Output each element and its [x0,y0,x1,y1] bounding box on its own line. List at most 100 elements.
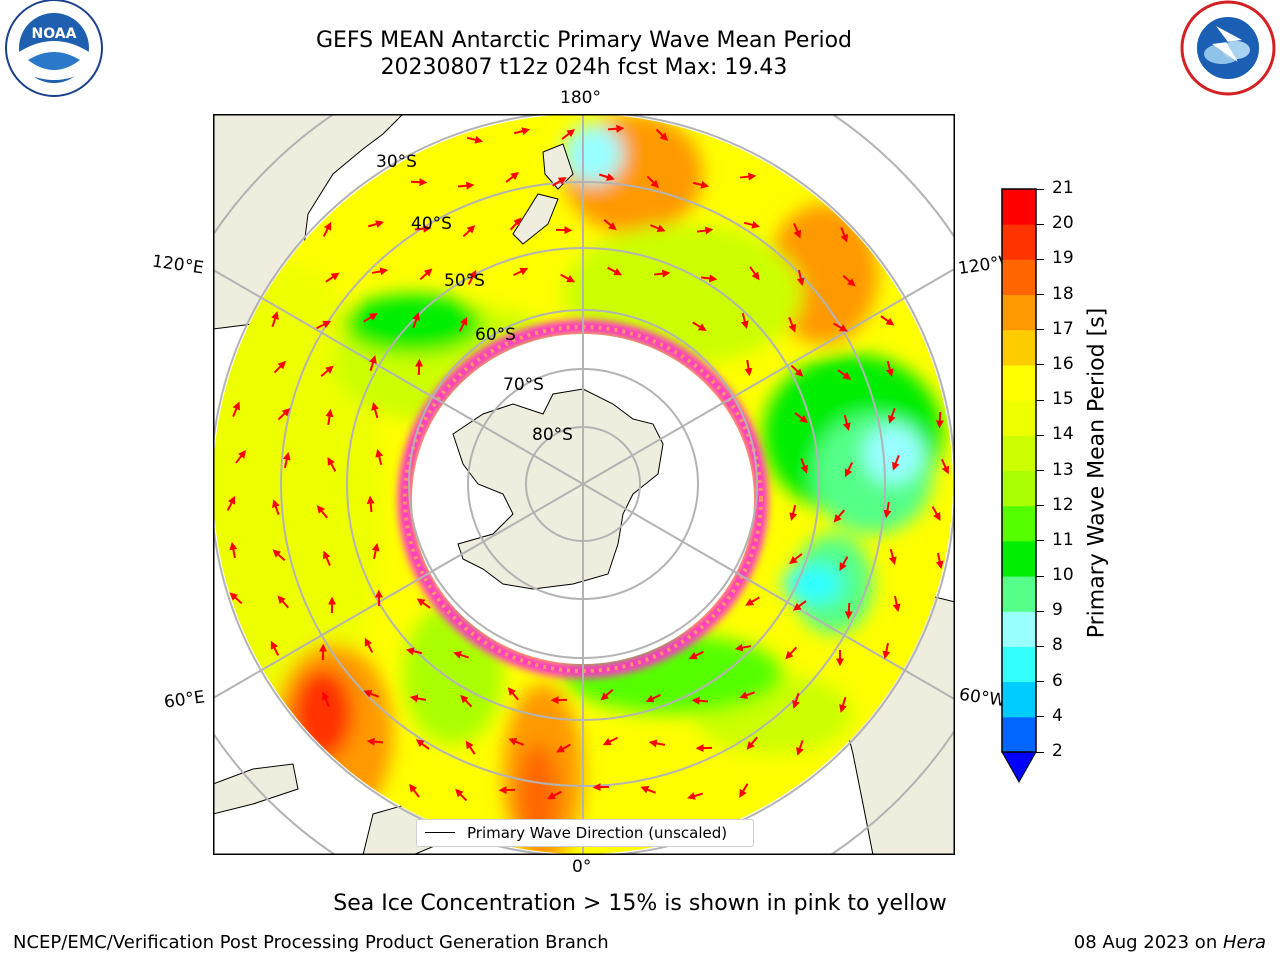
wave-direction-arrow [882,642,891,660]
wave-direction-arrow [745,596,760,606]
map-frame [212,113,956,856]
wave-direction-arrow [743,220,761,229]
wave-direction-arrow [462,225,476,238]
colorbar-tick-mark [1036,223,1044,225]
wave-direction-arrow [363,690,380,698]
wave-direction-arrow [366,495,375,513]
wave-direction-arrow [842,414,851,432]
title-line-2: 20230807 t12z 024h fcst Max: 19.43 [380,55,788,80]
wave-direction-arrow [371,401,379,419]
wave-direction-arrow [552,177,567,187]
wave-direction-arrow [880,315,895,326]
wave-direction-arrow [561,129,576,140]
colorbar-tick-label: 11 [1052,529,1074,550]
wave-direction-arrow [277,595,290,609]
colorbar-segment [1002,224,1036,260]
wave-direction-arrow [648,739,666,748]
wave-direction-arrow [371,267,389,276]
colorbar-segment [1002,189,1036,225]
wave-direction-arrow [321,691,330,707]
colorbar-tick-label: 20 [1052,213,1074,234]
noaa-logo-text: NOAA [32,26,77,42]
wave-direction-arrow [465,740,476,755]
wave-direction-arrow [513,267,529,277]
wave-direction-arrow [649,224,666,232]
lon-label-60e: 60°E [162,687,207,713]
wave-direction-arrow [840,226,848,243]
legend-label: Primary Wave Direction (unscaled) [467,824,728,842]
wave-direction-arrow [273,360,286,374]
wave-direction-arrow [505,172,520,183]
colorbar-tick-mark [1036,258,1044,260]
colorbar-segment [1002,681,1036,718]
wave-direction-arrow [466,135,484,144]
colorbar-tick-mark [1036,294,1044,296]
colorbar-tick-label: 15 [1052,389,1074,410]
colorbar-segment [1002,646,1036,683]
wave-direction-arrow [232,401,241,417]
wave-direction-arrow [270,640,280,656]
wave-direction-arrow [739,691,756,699]
colorbar-segment [1002,364,1036,401]
wave-direction-arrow [692,180,710,189]
wave-direction-arrow [415,739,430,750]
colorbar-segment [1002,470,1036,507]
wave-direction-arrow [653,269,671,278]
colorbar-tick-label: 19 [1052,248,1074,269]
antarctic-map: 30°S 40°S 50°S 60°S 70°S 80°S [212,113,956,856]
colorbar-tick-label: 6 [1052,670,1063,691]
colorbar-segment [1002,540,1036,577]
footer-right: 08 Aug 2023 on Hera [1074,932,1266,953]
wave-direction-arrow [509,217,522,231]
wave-direction-arrow [363,313,378,323]
colorbar-segment [1002,505,1036,542]
legend-line-swatch [425,832,455,833]
colorbar-tick-mark [1036,610,1044,612]
wave-direction-arrow [739,783,749,798]
colorbar-tick-label: 8 [1052,635,1063,656]
wave-direction-arrow [467,269,477,285]
wave-direction-arrow [792,692,800,709]
wave-direction-arrow [235,450,247,464]
title-line-1: GEFS MEAN Antarctic Primary Wave Mean Pe… [315,28,853,53]
wave-direction-arrow [602,736,618,746]
wave-direction-arrow [409,694,427,703]
wave-direction-arrow [457,181,475,190]
wave-direction-arrow [790,364,804,377]
wave-direction-arrow [412,312,420,329]
wave-direction-arrow [369,355,377,372]
wave-direction-arrow [277,408,291,421]
wave-direction-arrow [839,556,849,571]
wave-direction-arrow [272,549,286,562]
colorbar-segment [1002,576,1036,612]
wave-direction-arrow [560,273,576,283]
wave-direction-arrow [844,462,854,478]
wave-direction-arrow [796,739,804,756]
wave-direction-arrow [325,408,334,426]
lon-label-120e: 120°E [150,251,205,279]
colorbar-segment [1002,329,1036,366]
wave-direction-arrow [688,650,704,660]
colorbar-label: Primary Wave Mean Period [s] [1084,307,1110,639]
wave-direction-arrow [794,412,808,424]
wave-direction-arrow [320,365,334,377]
map-legend: Primary Wave Direction (unscaled) [416,819,754,847]
sea-ice-note: Sea Ice Concentration > 15% is shown in … [333,891,947,916]
colorbar-segment [1002,259,1036,296]
wave-direction-arrow [640,786,657,794]
wave-direction-arrow [513,127,531,136]
wave-direction-arrow [892,454,900,471]
wave-direction-arrow [692,321,707,332]
colorbar-segment [1002,400,1036,436]
wave-direction-arrow [419,268,433,281]
wave-direction-arrow [598,173,615,181]
colorbar [1000,188,1040,788]
wave-direction-arrow [366,737,384,746]
colorbar-tick-label: 13 [1052,459,1074,480]
colorbar-segment [1002,294,1036,331]
wave-direction-arrow [789,553,803,565]
footer-date: 08 Aug 2023 on [1073,932,1223,953]
colorbar-tick-mark [1036,434,1044,436]
colorbar-tick-mark [1036,329,1044,331]
wave-direction-arrow [792,600,807,611]
